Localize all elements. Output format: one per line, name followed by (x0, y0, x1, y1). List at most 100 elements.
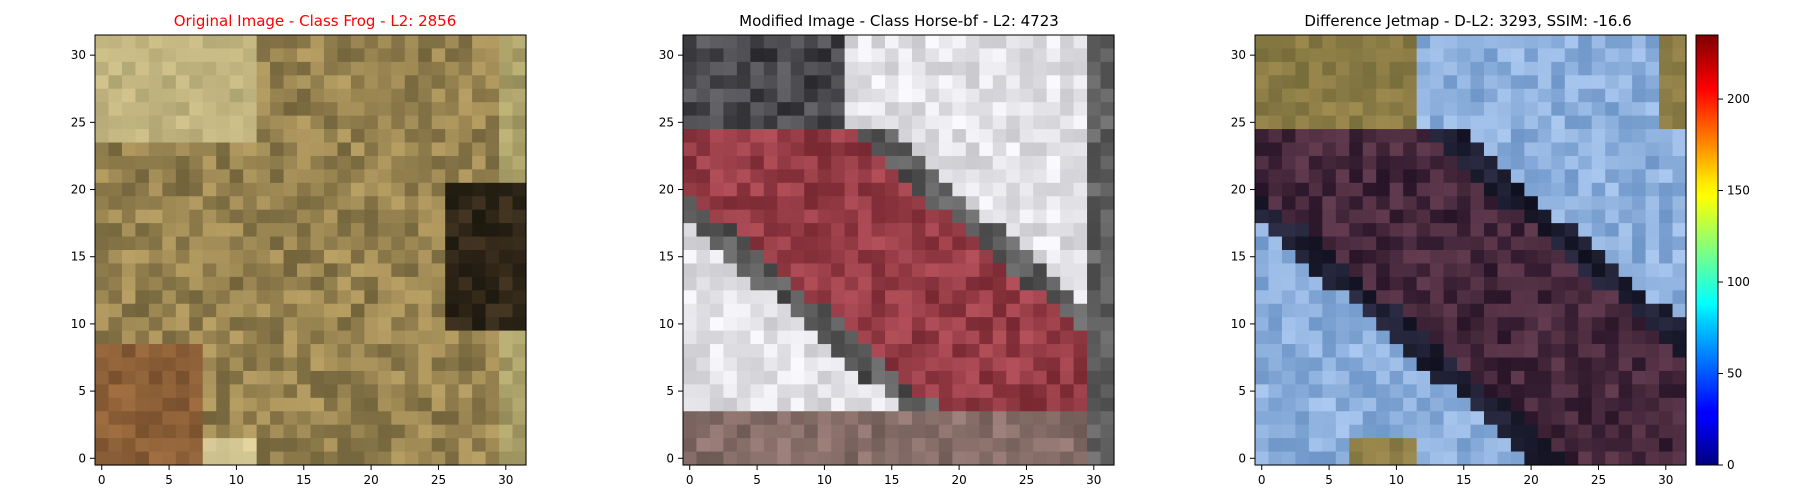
pixel (323, 317, 339, 332)
pixel (1659, 155, 1674, 170)
pixel (1335, 276, 1350, 291)
pixel (162, 303, 177, 318)
pixel (108, 276, 123, 291)
pixel (1430, 48, 1445, 63)
pixel (965, 236, 980, 251)
pixel (229, 102, 244, 117)
pixel (1335, 182, 1350, 197)
pixel (1046, 129, 1061, 144)
pixel (148, 250, 163, 265)
pixel (512, 451, 527, 466)
pixel (323, 223, 339, 238)
pixel (965, 276, 980, 291)
pixel (1403, 370, 1418, 385)
pixel (777, 182, 792, 197)
pixel (404, 88, 419, 103)
pixel (1659, 411, 1674, 426)
pixel (1672, 451, 1687, 466)
pixel (1019, 276, 1034, 291)
pixel (337, 276, 352, 291)
pixel (938, 88, 953, 103)
pixel (1483, 35, 1499, 50)
y-tick-label: 20 (71, 183, 86, 197)
pixel (1295, 438, 1310, 453)
pixel (1322, 115, 1337, 130)
pixel (1645, 397, 1660, 412)
pixel (1443, 424, 1458, 439)
pixel (1618, 75, 1633, 90)
y-tick-label: 30 (71, 48, 86, 62)
pixel (763, 276, 778, 291)
pixel (95, 155, 110, 170)
pixel (925, 75, 940, 90)
pixel (256, 102, 271, 117)
pixel (1551, 75, 1566, 90)
pixel (458, 263, 473, 278)
pixel (1335, 115, 1350, 130)
pixel (1524, 263, 1539, 278)
pixel (817, 411, 832, 426)
y-tick-label: 15 (659, 250, 674, 264)
pixel (364, 75, 379, 90)
pixel (1335, 250, 1350, 265)
pixel (364, 155, 379, 170)
pixel (723, 35, 738, 50)
pixel (229, 75, 244, 90)
pixel (898, 75, 913, 90)
pixel (1255, 438, 1270, 453)
pixel (243, 317, 258, 332)
pixel (844, 61, 859, 76)
pixel (790, 370, 805, 385)
pixel (1430, 384, 1445, 399)
pixel (1537, 397, 1552, 412)
x-tick-label: 0 (98, 473, 106, 487)
pixel (1376, 424, 1391, 439)
pixel (364, 303, 379, 318)
pixel (1524, 75, 1539, 90)
pixel (1362, 250, 1377, 265)
pixel (1591, 411, 1606, 426)
pixel (337, 370, 352, 385)
pixel (1389, 317, 1404, 332)
pixel (723, 129, 738, 144)
pixel (683, 438, 698, 453)
pixel (1483, 397, 1499, 412)
pixel (1376, 357, 1391, 372)
pixel (148, 263, 163, 278)
pixel (817, 317, 832, 332)
pixel (1295, 397, 1310, 412)
pixel (337, 196, 352, 211)
pixel (243, 276, 258, 291)
pixel (844, 330, 859, 345)
pixel (844, 357, 859, 372)
pixel (202, 209, 217, 224)
pixel (1308, 223, 1323, 238)
pixel (844, 290, 859, 305)
pixel (1537, 48, 1552, 63)
pixel (1362, 276, 1377, 291)
pixel (108, 61, 123, 76)
pixel (431, 303, 446, 318)
pixel (736, 196, 751, 211)
pixel (1295, 155, 1310, 170)
pixel (952, 263, 967, 278)
pixel (683, 330, 698, 345)
y-tick-label: 0 (78, 451, 86, 465)
x-tick-label: 25 (431, 473, 446, 487)
pixel (1033, 330, 1048, 345)
pixel (229, 317, 244, 332)
pixel (1457, 223, 1472, 238)
pixel (458, 48, 473, 63)
pixel (1672, 370, 1687, 385)
pixel (1060, 303, 1075, 318)
pixel (1672, 397, 1687, 412)
pixel (337, 102, 352, 117)
pixel (898, 276, 913, 291)
pixel (431, 384, 446, 399)
pixel (256, 250, 271, 265)
pixel (216, 370, 231, 385)
pixel (512, 438, 527, 453)
pixel (1564, 223, 1579, 238)
pixel (1033, 317, 1048, 332)
pixel (709, 438, 725, 453)
